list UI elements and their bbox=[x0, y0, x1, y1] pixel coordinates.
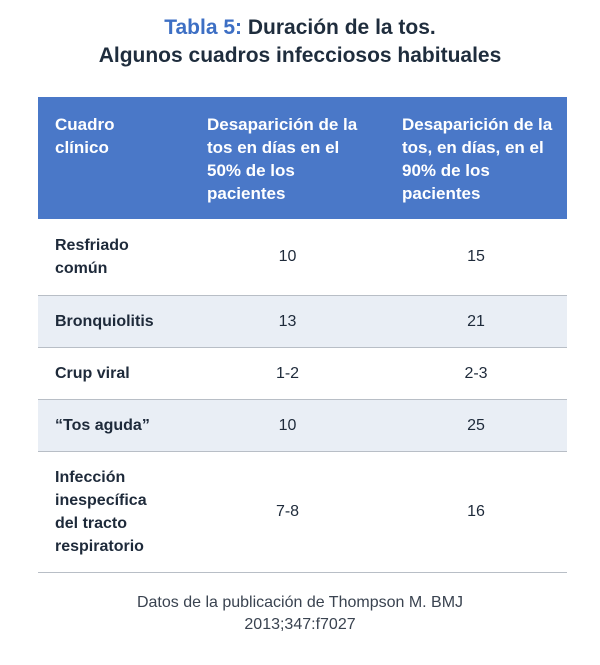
cell: 10 bbox=[190, 219, 385, 296]
title-block: Tabla 5: Duración de la tos. Algunos cua… bbox=[0, 14, 600, 70]
cell: 2-3 bbox=[385, 347, 567, 400]
row-label: Resfriado común bbox=[38, 219, 190, 296]
table-subtitle: Algunos cuadros infecciosos habituales bbox=[98, 44, 502, 67]
cell: 13 bbox=[190, 295, 385, 348]
table-row: “Tos aguda” 10 25 bbox=[38, 399, 567, 452]
table-row: Crup viral 1-2 2-3 bbox=[38, 347, 567, 400]
header-row: Cuadro clínico Desaparición de la tos en… bbox=[38, 97, 567, 219]
row-label: Infección inespecífica del tracto respir… bbox=[38, 451, 190, 573]
cell: 15 bbox=[385, 219, 567, 296]
cell: 21 bbox=[385, 295, 567, 348]
row-label: Bronquiolitis bbox=[38, 295, 190, 348]
cell: 16 bbox=[385, 451, 567, 573]
table-row: Bronquiolitis 13 21 bbox=[38, 295, 567, 348]
table-row: Resfriado común 10 15 bbox=[38, 219, 567, 296]
column-header: Desaparición de la tos, en días, en el 9… bbox=[385, 97, 567, 219]
table-title: Duración de la tos. bbox=[247, 16, 436, 39]
table-row: Infección inespecífica del tracto respir… bbox=[38, 451, 567, 573]
column-header: Desaparición de la tos en días en el 50%… bbox=[190, 97, 385, 219]
table: Cuadro clínico Desaparición de la tos en… bbox=[38, 97, 567, 573]
cell: 7-8 bbox=[190, 451, 385, 573]
cell: 10 bbox=[190, 399, 385, 452]
row-label: Crup viral bbox=[38, 347, 190, 400]
cell: 25 bbox=[385, 399, 567, 452]
cell: 1-2 bbox=[190, 347, 385, 400]
footnote: Datos de la publicación de Thompson M. B… bbox=[136, 594, 464, 633]
row-label: “Tos aguda” bbox=[38, 399, 190, 452]
table-label: Tabla 5: bbox=[164, 16, 243, 39]
column-header: Cuadro clínico bbox=[38, 97, 190, 219]
